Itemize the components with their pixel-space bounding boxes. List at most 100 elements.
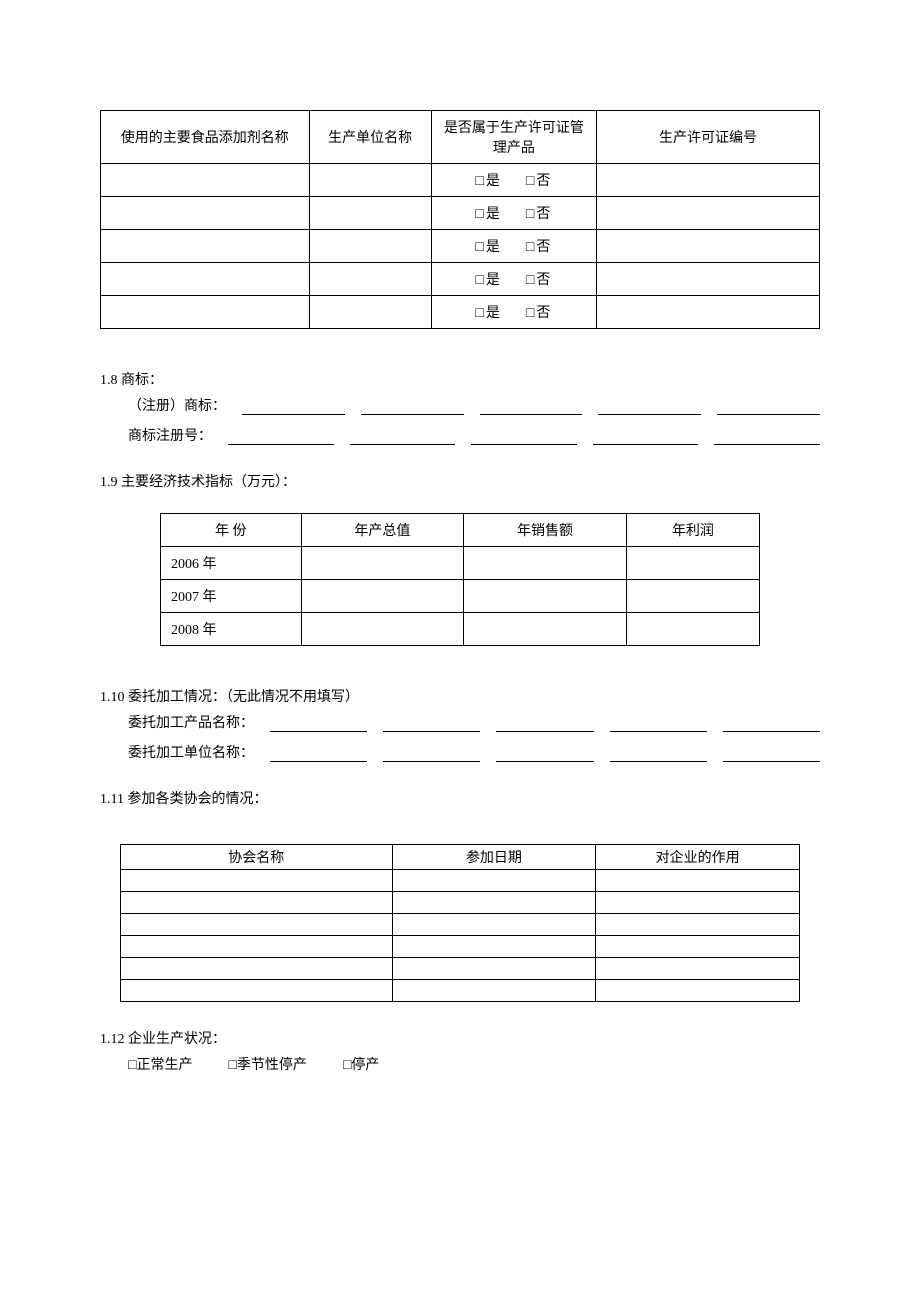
table-row: □是 □否 <box>101 164 820 197</box>
option-normal-production[interactable]: □正常生产 <box>128 1054 192 1074</box>
table-cell <box>121 936 393 958</box>
table-row <box>121 892 800 914</box>
association-table: 协会名称 参加日期 对企业的作用 <box>120 844 800 1002</box>
checkbox-yes[interactable]: □是 <box>475 273 501 288</box>
table-cell <box>464 613 627 646</box>
additive-table: 使用的主要食品添加剂名称 生产单位名称 是否属于生产许可证管理产品 生产许可证编… <box>100 110 820 329</box>
table-row: □是 □否 <box>101 296 820 329</box>
blank-field[interactable] <box>714 429 820 445</box>
table-cell <box>596 892 800 914</box>
table-cell <box>392 914 596 936</box>
heading-1-12: 1.12 企业生产状况： <box>100 1028 820 1048</box>
table-cell <box>309 263 431 296</box>
blank-field[interactable] <box>270 716 367 732</box>
blank-field[interactable] <box>610 716 707 732</box>
checkbox-yes[interactable]: □是 <box>475 174 501 189</box>
blank-field[interactable] <box>471 429 577 445</box>
table-cell <box>309 296 431 329</box>
table-row: 2007 年 <box>161 580 760 613</box>
col-annual-output: 年产总值 <box>301 514 464 547</box>
checkbox-yes[interactable]: □是 <box>475 207 501 222</box>
checkbox-no[interactable]: □否 <box>526 240 552 255</box>
table-cell <box>301 580 464 613</box>
table-cell <box>392 980 596 1002</box>
table-cell <box>626 613 759 646</box>
heading-1-9: 1.9 主要经济技术指标（万元）： <box>100 471 820 491</box>
heading-1-10: 1.10 委托加工情况：（无此情况不用填写） <box>100 686 820 706</box>
table-cell <box>597 263 820 296</box>
table-cell <box>596 936 800 958</box>
table-cell: □是 □否 <box>431 164 596 197</box>
blank-field[interactable] <box>717 399 820 415</box>
table-cell <box>596 980 800 1002</box>
table-cell <box>597 230 820 263</box>
table-cell <box>392 958 596 980</box>
year-cell: 2008 年 <box>161 613 302 646</box>
blank-field[interactable] <box>593 429 699 445</box>
table-cell <box>101 296 310 329</box>
table-cell: □是 □否 <box>431 197 596 230</box>
blank-field[interactable] <box>383 746 480 762</box>
table-cell <box>597 296 820 329</box>
blank-field[interactable] <box>598 399 701 415</box>
blank-field[interactable] <box>361 399 464 415</box>
table-cell: □是 □否 <box>431 230 596 263</box>
col-association-name: 协会名称 <box>121 845 393 870</box>
year-cell: 2007 年 <box>161 580 302 613</box>
table-row <box>121 914 800 936</box>
col-license-number: 生产许可证编号 <box>597 111 820 164</box>
checkbox-no[interactable]: □否 <box>526 207 552 222</box>
blank-field[interactable] <box>350 429 456 445</box>
blank-field[interactable] <box>270 746 367 762</box>
table-cell <box>597 164 820 197</box>
table-cell <box>301 547 464 580</box>
option-stopped[interactable]: □停产 <box>343 1054 379 1074</box>
table-row <box>121 980 800 1002</box>
blank-field[interactable] <box>228 429 334 445</box>
blank-field[interactable] <box>383 716 480 732</box>
blank-field[interactable] <box>242 399 345 415</box>
table-cell <box>464 547 627 580</box>
table-cell: □是 □否 <box>431 263 596 296</box>
table-cell <box>392 870 596 892</box>
table-cell: □是 □否 <box>431 296 596 329</box>
table-row: 2008 年 <box>161 613 760 646</box>
table-cell <box>121 892 393 914</box>
checkbox-yes[interactable]: □是 <box>475 240 501 255</box>
table-row: 2006 年 <box>161 547 760 580</box>
table-cell <box>121 958 393 980</box>
label-registered-trademark: （注册）商标： <box>128 395 226 415</box>
table-row <box>121 936 800 958</box>
blank-field[interactable] <box>723 716 820 732</box>
table-cell <box>101 230 310 263</box>
table-cell <box>596 914 800 936</box>
col-annual-sales: 年销售额 <box>464 514 627 547</box>
table-cell <box>121 980 393 1002</box>
table-row <box>121 870 800 892</box>
col-is-licensed: 是否属于生产许可证管理产品 <box>431 111 596 164</box>
table-cell <box>301 613 464 646</box>
table-row: □是 □否 <box>101 263 820 296</box>
checkbox-no[interactable]: □否 <box>526 174 552 189</box>
blank-field[interactable] <box>496 716 593 732</box>
table-cell <box>626 547 759 580</box>
table-cell <box>596 958 800 980</box>
table-cell <box>309 230 431 263</box>
heading-1-11: 1.11 参加各类协会的情况： <box>100 788 820 808</box>
checkbox-no[interactable]: □否 <box>526 306 552 321</box>
table-cell <box>121 870 393 892</box>
blank-field[interactable] <box>610 746 707 762</box>
blank-field[interactable] <box>480 399 583 415</box>
checkbox-yes[interactable]: □是 <box>475 306 501 321</box>
heading-1-8: 1.8 商标： <box>100 369 820 389</box>
col-additive-name: 使用的主要食品添加剂名称 <box>101 111 310 164</box>
option-seasonal-stop[interactable]: □季节性停产 <box>228 1054 306 1074</box>
table-row <box>121 958 800 980</box>
col-annual-profit: 年利润 <box>626 514 759 547</box>
checkbox-no[interactable]: □否 <box>526 273 552 288</box>
blank-field[interactable] <box>496 746 593 762</box>
blank-field[interactable] <box>723 746 820 762</box>
label-product-name: 委托加工产品名称： <box>128 712 254 732</box>
table-cell <box>101 164 310 197</box>
table-cell <box>121 914 393 936</box>
